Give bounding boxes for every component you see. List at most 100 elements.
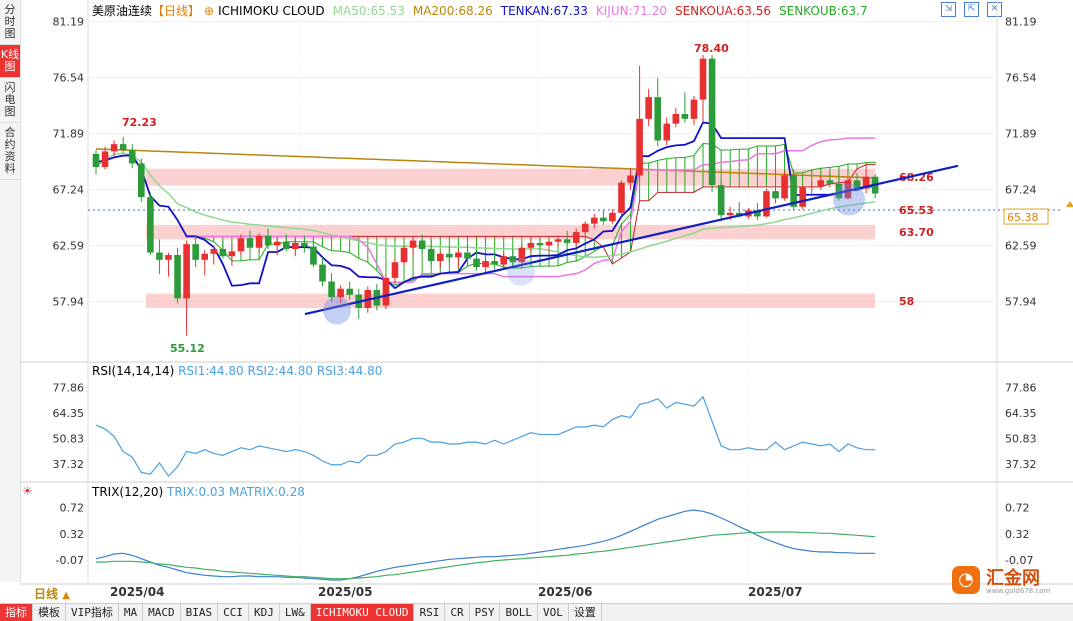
candle-body [301, 242, 308, 247]
toolbar-button-1[interactable]: 模板 [33, 604, 66, 621]
sidebar-tab-contract[interactable]: 合约资料 [0, 123, 20, 180]
level-label-3: 58 [899, 295, 914, 308]
ma50-line [95, 152, 876, 259]
candle-body [690, 99, 698, 119]
candle-body [436, 253, 444, 262]
add-icon[interactable]: ⊕ [204, 4, 215, 18]
y-tick-right: 81.19 [1005, 15, 1037, 28]
y-tick-right: 67.24 [1005, 183, 1037, 196]
candle-body [292, 242, 299, 249]
period-tag[interactable]: 【日线】 [152, 4, 201, 18]
candle-body [183, 244, 190, 299]
candle-body [817, 180, 825, 187]
chevron-up-icon: ▲ [62, 590, 70, 601]
toolbar-button-6[interactable]: CCI [218, 604, 249, 621]
date-label-apr: 2025/04 [110, 585, 165, 599]
toolbar-button-12[interactable]: PSY [470, 604, 501, 621]
trix-name: TRIX(12,20) [92, 485, 164, 499]
toolbar-button-9[interactable]: ICHIMOKU CLOUD [310, 604, 415, 621]
candle-body [237, 238, 245, 252]
touch-marker [507, 257, 535, 286]
trix-y-tick-left: 0.32 [60, 528, 85, 541]
sidebar-tab-flash[interactable]: 闪电图 [0, 78, 20, 123]
indicator-header: 美原油连续【日线】 ⊕ ICHIMOKU CLOUD MA50:65.53 MA200:… [92, 2, 876, 19]
rsi-y-tick-left: 50.83 [53, 433, 85, 446]
window-restore-icon[interactable]: ⇲ [941, 2, 956, 17]
y-tick-right: 57.94 [1005, 296, 1037, 309]
rsi-y-tick-right: 77.86 [1005, 382, 1037, 395]
candle-body [600, 217, 607, 222]
toolbar-button-0[interactable]: 指标 [0, 604, 33, 621]
candle-body [572, 232, 580, 243]
brand-name: 汇金网 [986, 568, 1040, 589]
touch-marker [323, 296, 351, 325]
candle-body [101, 151, 109, 168]
candle-body [563, 239, 571, 243]
period-label: 日线 [34, 587, 59, 601]
y-tick-right: 62.59 [1005, 239, 1037, 252]
candle-body [446, 253, 453, 258]
trendline [304, 164, 959, 316]
toolbar-button-13[interactable]: BOLL [500, 604, 538, 621]
sidebar-tab-timeshare[interactable]: 分时图 [0, 0, 20, 45]
candle-body [219, 248, 227, 257]
rsi-y-tick-right: 37.32 [1005, 458, 1037, 471]
toolbar-button-5[interactable]: BIAS [181, 604, 219, 621]
trix-line [95, 509, 876, 581]
toolbar-button-7[interactable]: KDJ [249, 604, 280, 621]
matrix-value: MATRIX:0.28 [229, 485, 305, 499]
candle-body [328, 281, 335, 298]
candle-body [781, 175, 788, 199]
toolbar-button-4[interactable]: MACD [143, 604, 181, 621]
kijun-line [95, 137, 876, 283]
level-label-2: 63.70 [899, 226, 934, 239]
period-selector[interactable]: 日线 ▲ [20, 585, 109, 603]
candle-body [609, 212, 616, 222]
candle-body [518, 247, 526, 263]
candle-body [663, 123, 671, 141]
y-tick-left: 81.19 [53, 15, 85, 28]
candle-body [672, 114, 680, 124]
toolbar-button-8[interactable]: LW& [280, 604, 311, 621]
indicator-toolbar: 指标 模板 VIP指标 MA MACD BIAS CCI KDJ LW& ICHIMOKU CLO… [0, 603, 1073, 621]
rsi-y-tick-right: 50.83 [1005, 433, 1037, 446]
date-label-may: 2025/05 [318, 585, 373, 599]
rsi-y-tick-left: 37.32 [53, 458, 85, 471]
candle-body [156, 252, 163, 260]
sidebar-tab-kline[interactable]: K线图 [0, 45, 20, 78]
candle-body [581, 223, 589, 233]
candle-body [355, 294, 363, 309]
candle-body [228, 251, 236, 257]
candle-body [128, 150, 136, 164]
window-maximize-icon[interactable]: ⇱ [964, 2, 979, 17]
rsi-y-tick-left: 77.86 [53, 382, 85, 395]
candle-body [346, 288, 353, 295]
trix-y-tick-left: 0.72 [60, 501, 85, 514]
toolbar-button-2[interactable]: VIP指标 [66, 604, 119, 621]
candle-body [654, 97, 662, 141]
candle-body [754, 210, 761, 217]
candle-body [418, 240, 426, 249]
sun-icon[interactable]: ☀ [22, 484, 33, 498]
trix-y-tick-right: 0.32 [1005, 528, 1030, 541]
trix-value: TRIX:0.03 [166, 485, 226, 499]
candle-body [871, 176, 879, 194]
toolbar-button-10[interactable]: RSI [414, 604, 446, 621]
window-close-icon[interactable]: ✕ [987, 2, 1002, 17]
candle-body [165, 254, 172, 260]
rsi3-value: RSI3:44.80 [316, 364, 383, 378]
candle-body [681, 114, 689, 119]
toolbar-button-3[interactable]: MA [119, 604, 144, 621]
candle-body [862, 176, 870, 189]
candle-body [645, 97, 652, 119]
y-tick-right: 76.54 [1005, 71, 1037, 84]
candle-body [726, 212, 734, 216]
toolbar-button-15[interactable]: 设置 [569, 604, 602, 621]
brand-logo: ◔ 汇金网 www.gold678.com [948, 562, 1063, 598]
toolbar-button-14[interactable]: VOL [538, 604, 569, 621]
candle-body [554, 239, 562, 242]
touch-marker [833, 183, 865, 216]
sidebar: 分时图 K线图 闪电图 合约资料 [0, 0, 21, 582]
toolbar-button-11[interactable]: CR [445, 604, 470, 621]
